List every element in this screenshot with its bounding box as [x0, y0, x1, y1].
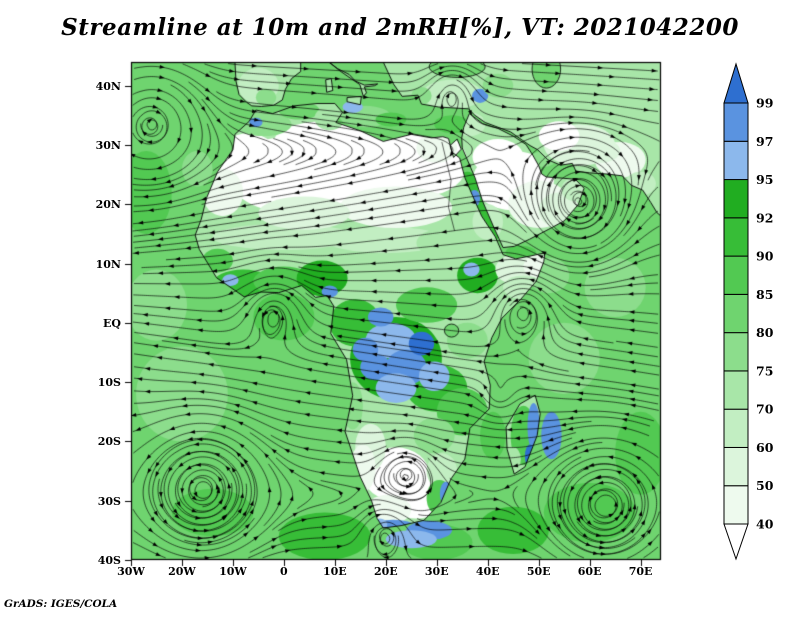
x-tick-label: 10E — [322, 565, 347, 578]
y-tick-label: 30N — [95, 139, 121, 152]
x-tick-label: 60E — [577, 565, 602, 578]
y-tick-label: 20S — [97, 435, 121, 449]
x-tick-label: 40E — [475, 565, 500, 578]
x-tick-label: 10W — [219, 565, 247, 578]
x-tick-label: 30E — [424, 565, 449, 578]
x-tick-label: 20E — [373, 565, 398, 578]
x-tick-label: 70E — [628, 565, 653, 578]
x-tick-label: 0 — [280, 565, 288, 578]
y-tick-label: 10S — [97, 376, 121, 390]
y-tick-label: 40S — [97, 554, 121, 567]
plot-title: Streamline at 10m and 2mRH[%], VT: 20210… — [61, 14, 739, 41]
x-tick-label: 20W — [168, 565, 196, 578]
y-tick-label: 40N — [95, 79, 121, 93]
x-tick-label: 30W — [117, 565, 145, 578]
y-tick-label: EQ — [103, 316, 121, 330]
y-tick-label: 20N — [95, 198, 121, 212]
y-tick-label: 10N — [95, 257, 121, 271]
credit-text: GrADS: IGES/COLA — [4, 598, 118, 610]
x-tick-label: 50E — [526, 565, 551, 578]
y-tick-label: 30S — [97, 494, 121, 508]
